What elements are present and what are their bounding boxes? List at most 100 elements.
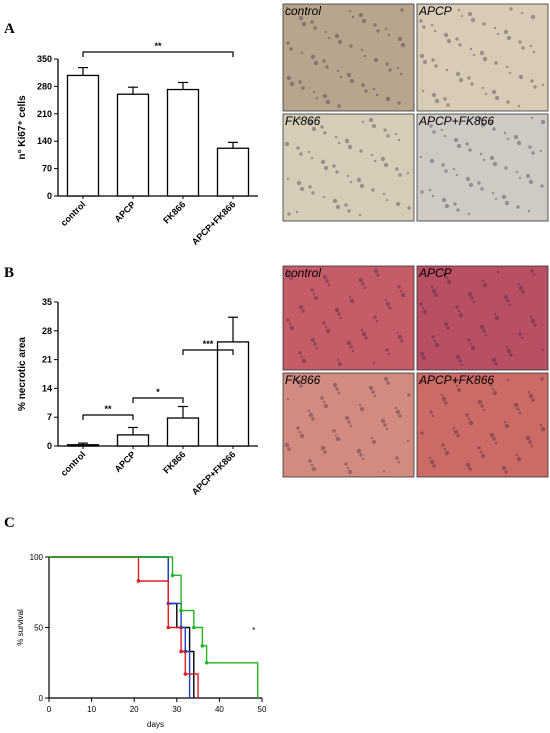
micrograph-speck bbox=[470, 345, 476, 351]
y-tick-label: 28 bbox=[42, 326, 52, 336]
micrograph-speck bbox=[482, 282, 488, 288]
micrograph-speck bbox=[324, 325, 328, 329]
micrograph-speck bbox=[349, 180, 353, 184]
significance-bracket bbox=[182, 349, 234, 355]
significance-bracket bbox=[132, 397, 184, 403]
micrograph-speck bbox=[286, 177, 290, 181]
micrograph-speck bbox=[312, 292, 316, 296]
micrograph-speck bbox=[388, 306, 392, 310]
micrograph-speck bbox=[531, 398, 535, 402]
micrograph-speck bbox=[397, 334, 403, 340]
micrograph-speck bbox=[320, 125, 324, 129]
micrograph-speck bbox=[382, 469, 386, 473]
micrograph-speck bbox=[298, 15, 304, 21]
micrograph-speck bbox=[339, 316, 343, 320]
micrograph-speck bbox=[530, 116, 534, 120]
micrograph-speck bbox=[429, 410, 433, 414]
micrograph-speck bbox=[484, 92, 488, 96]
micrograph-speck bbox=[332, 198, 338, 204]
micrograph-speck bbox=[515, 170, 519, 174]
micrograph-speck bbox=[386, 134, 390, 138]
micrograph-speck bbox=[477, 446, 481, 450]
micrograph-speck bbox=[482, 408, 486, 412]
micrograph-speck bbox=[337, 361, 343, 367]
micrograph-speck bbox=[397, 460, 401, 464]
micrograph-speck bbox=[419, 302, 423, 306]
micrograph-speck bbox=[295, 376, 299, 380]
micrograph-speck bbox=[311, 191, 315, 195]
x-tick-label: APCP+FK866 bbox=[190, 199, 238, 247]
micrograph-speck bbox=[327, 36, 331, 40]
micrograph-speck bbox=[444, 169, 448, 173]
bar bbox=[116, 93, 150, 197]
micrograph-speck bbox=[349, 345, 353, 349]
micrograph-speck bbox=[530, 318, 536, 324]
micrograph-speck bbox=[308, 120, 314, 126]
micrograph-speck bbox=[433, 29, 437, 33]
panel-letter-c: C bbox=[4, 515, 15, 531]
micrograph-speck bbox=[528, 145, 532, 149]
micrograph-speck bbox=[527, 209, 531, 213]
micrograph-speck bbox=[530, 444, 534, 448]
micrograph-speck bbox=[361, 83, 365, 87]
micrograph-speck bbox=[380, 156, 386, 162]
micrograph-speck bbox=[348, 295, 352, 299]
micrograph-speck bbox=[397, 285, 401, 289]
micrograph-speck bbox=[286, 397, 290, 401]
micrograph-speck bbox=[299, 152, 303, 156]
micrograph-speck bbox=[452, 426, 456, 430]
micrograph-speck bbox=[300, 355, 304, 359]
micrograph-speck bbox=[310, 337, 316, 343]
micrograph-speck bbox=[431, 288, 437, 294]
micrograph-speck bbox=[371, 188, 375, 192]
micrograph-speck bbox=[521, 46, 525, 50]
micrograph-speck bbox=[529, 44, 533, 48]
micrograph-speck bbox=[363, 54, 367, 58]
micrograph-speck bbox=[394, 406, 398, 410]
x-tick-label: 10 bbox=[87, 705, 96, 714]
micrograph-label: FK866 bbox=[285, 373, 321, 387]
micrograph-speck bbox=[494, 315, 500, 321]
micrograph-speck bbox=[444, 450, 450, 456]
micrograph-speck bbox=[385, 427, 389, 431]
micrograph-speck bbox=[428, 456, 432, 460]
x-tick-label: 20 bbox=[130, 705, 139, 714]
micrograph-speck bbox=[375, 93, 379, 97]
micrograph-image bbox=[282, 265, 415, 371]
micrograph-speck bbox=[376, 29, 380, 33]
micrograph-speck bbox=[310, 54, 316, 60]
micrograph-speck bbox=[371, 439, 377, 445]
micrograph-speck bbox=[467, 212, 471, 216]
micrograph-speck bbox=[322, 274, 328, 280]
micrograph-speck bbox=[504, 166, 508, 170]
micrograph-speck bbox=[467, 11, 473, 17]
micrograph-speck bbox=[399, 72, 403, 76]
y-tick-label: 70 bbox=[42, 164, 52, 174]
micrograph-speck bbox=[496, 32, 500, 36]
micrograph-speck bbox=[394, 132, 398, 136]
micrograph-speck bbox=[344, 203, 348, 207]
micrograph-speck bbox=[372, 87, 376, 91]
micrograph-speck bbox=[422, 59, 428, 65]
micrograph-speck bbox=[431, 92, 437, 98]
micrograph-speck bbox=[446, 326, 450, 330]
micrograph-speck bbox=[530, 269, 534, 273]
micrograph-speck bbox=[431, 194, 435, 198]
curve-marker bbox=[200, 644, 205, 648]
micrograph-speck bbox=[335, 387, 339, 391]
micrograph-speck bbox=[518, 74, 524, 80]
micrograph-speck bbox=[325, 328, 331, 334]
micrograph-speck bbox=[444, 401, 448, 405]
micrograph-speck bbox=[373, 268, 379, 274]
micrograph-speck bbox=[494, 197, 498, 201]
micrograph-speck bbox=[307, 409, 311, 413]
micrograph-speck bbox=[289, 47, 293, 51]
micrograph-speck bbox=[387, 352, 391, 356]
curve-marker bbox=[183, 672, 188, 676]
micrograph-speck bbox=[372, 361, 376, 365]
micrograph-speck bbox=[395, 409, 401, 415]
bar bbox=[216, 341, 250, 447]
x-tick-label: FK866 bbox=[161, 449, 187, 475]
micrograph-speck bbox=[467, 76, 471, 80]
micrograph-speck bbox=[347, 144, 353, 150]
